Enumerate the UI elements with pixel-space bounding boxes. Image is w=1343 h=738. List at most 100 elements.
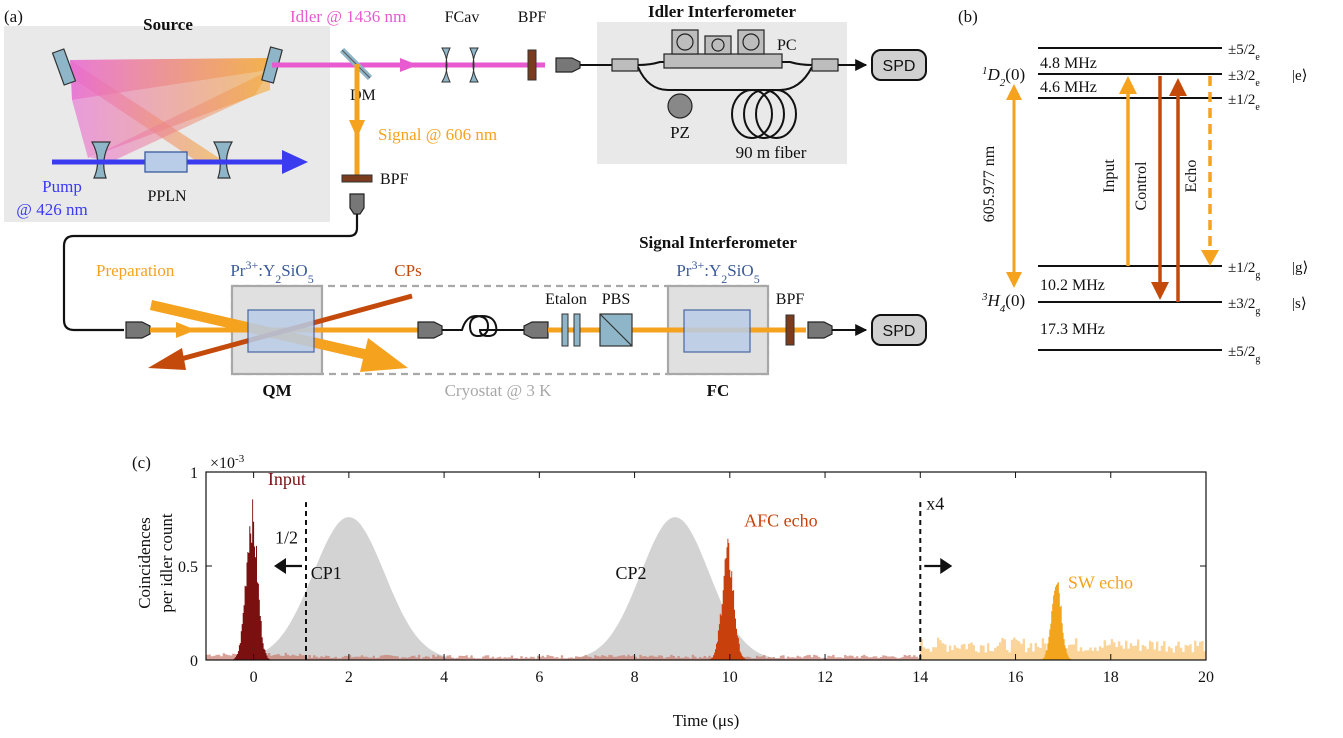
fcav-mirror-1 [441,47,451,83]
splitting-4: 17.3 MHz [1040,321,1105,338]
pump-arrowhead [282,150,308,174]
marker-arrowhead-1 [274,558,286,574]
etalon-label: Etalon [545,291,587,308]
pbs-label: PBS [602,291,630,308]
fiber-coupler-idler [555,57,581,73]
ket-s: |s⟩ [1292,296,1307,312]
fiber-coupler-spd-in [807,321,833,339]
pbs-diagonal [599,313,633,347]
x-tick-label: 8 [631,669,639,686]
spd-bottom-label: SPD [883,323,916,340]
idler-arrowhead [400,58,418,72]
spd-top-label: SPD [883,58,916,75]
panel-a-label: (a) [4,7,23,26]
cp-pulse-1 [196,517,502,660]
preparation-label: Preparation [96,261,175,280]
fcav-label: FCav [445,9,480,26]
cp-pulse-2 [522,517,828,660]
signal-arrowhead-2 [176,322,196,338]
y-axis-title: Coincidences per idler count [135,513,176,612]
input-peak [228,499,275,660]
level-e-12: ±1/2e [1228,92,1260,113]
y-axis-title-line-1: Coincidences [135,517,154,609]
marker-arrowhead-2 [940,558,953,574]
fiber-label: 90 m fiber [736,143,807,162]
fc-label: FC [707,381,730,400]
idler-arm-lower [637,66,813,91]
spd-top [871,49,927,81]
crystal-qm-label: Pr3+:Y2SiO5 [230,258,313,286]
pc-label: PC [777,37,797,54]
wavelength-arrowhead-down [1006,272,1022,288]
pump-label-1: Pump [42,177,82,196]
qm-crystal [247,309,315,353]
spd-bottom [871,314,927,346]
pc-paddle-2 [704,35,732,55]
level-e-52: ±5/2e [1228,42,1260,63]
qm-label: QM [262,381,291,400]
fc-crystal [683,309,751,353]
x-tick-label: 12 [817,669,833,686]
noise-floor-right [920,637,1206,660]
annotation-half: 1/2 [275,527,298,547]
x-tick-label: 4 [440,669,448,686]
mirror-left [51,48,77,86]
upper-state-label: 1D2(0) [982,65,1025,89]
cps-label: CPs [394,261,421,280]
pc-loop-3 [742,33,760,51]
label-afc-echo: AFC echo [744,511,818,531]
x-tick-label: 2 [345,669,353,686]
coincidence-chart: 0 2 4 6 8 10 12 14 16 18 20 0 0.5 1 1/2 x4 Input CP1 CP2 AF… [178,465,1214,686]
echo-arrow-label: Echo [1183,160,1200,193]
ppln-label: PPLN [147,188,187,205]
control-arrow-label: Control [1133,161,1150,210]
y-multiplier: ×10-3 [210,453,245,472]
pz-label: PZ [670,123,690,142]
control-arrowhead-up [1169,78,1187,96]
wavelength-label: 605.977 nm [981,145,998,222]
fiber-mid [442,314,532,338]
bpf-idler [527,49,537,81]
signal-label: Signal @ 606 nm [378,125,497,144]
y-tick-label: 0 [190,653,198,670]
panel-b-label: (b) [958,7,978,26]
bpf-idler-label: BPF [518,9,547,26]
etalon-2 [573,313,581,347]
input-arrowhead [1119,76,1137,94]
fiber-coupler-mid-in [417,321,443,339]
level-g-12: ±1/2g [1228,260,1260,281]
fiber-coupler-mid-out [523,321,549,339]
crystal-fc-label: Pr3+:Y2SiO5 [676,258,759,286]
x-tick-label: 14 [912,669,928,686]
ket-e: |e⟩ [1292,68,1308,84]
x-tick-label: 6 [535,669,543,686]
ket-g: |g⟩ [1292,260,1308,276]
fiber-coupler-qm-in [125,321,151,339]
panel-c-label: (c) [132,453,151,472]
etalon-1 [561,313,569,347]
splitting-2: 4.6 MHz [1040,79,1097,96]
x-tick-label: 16 [1008,669,1024,686]
afc-echo-peak [704,538,752,660]
control-arrowhead-down [1151,282,1169,300]
energy-levels [1038,47,1222,351]
x-axis-title: Time (μs) [673,711,740,730]
x-tick-label: 10 [722,669,738,686]
annotation-x4: x4 [926,494,944,514]
splitting-3: 10.2 MHz [1040,277,1105,294]
fcav-mirror-2 [469,47,479,83]
fiber-coupler-signal [349,193,365,215]
echo-arrowhead [1201,250,1219,266]
idler-interferometer-title: Idler Interferometer [648,2,797,21]
signal-interferometer-title: Signal Interferometer [639,233,797,252]
pump-label-2: @ 426 nm [16,200,87,219]
label-cp1: CP1 [311,563,342,583]
label-cp2: CP2 [616,563,647,583]
preparation-arrowhead [360,338,408,372]
wavelength-arrowhead-up [1006,84,1022,100]
idler-splitter-out [811,58,839,72]
y-tick-label: 0.5 [178,559,198,576]
ppln-crystal [144,151,188,173]
signal-arrowhead [349,120,365,138]
